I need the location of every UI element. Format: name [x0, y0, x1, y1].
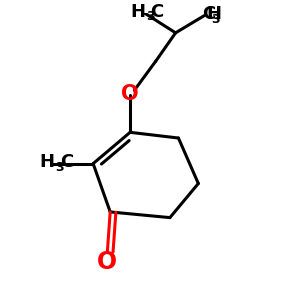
Text: C: C [150, 2, 164, 20]
Text: C: C [60, 153, 73, 171]
Text: 3: 3 [146, 10, 154, 23]
Text: H: H [40, 153, 55, 171]
Text: O: O [97, 250, 117, 274]
Text: C: C [202, 5, 216, 23]
Text: H: H [207, 5, 222, 23]
Text: O: O [121, 84, 139, 104]
Text: 3: 3 [211, 13, 220, 26]
Text: H: H [130, 2, 145, 20]
Text: 3: 3 [55, 161, 64, 174]
